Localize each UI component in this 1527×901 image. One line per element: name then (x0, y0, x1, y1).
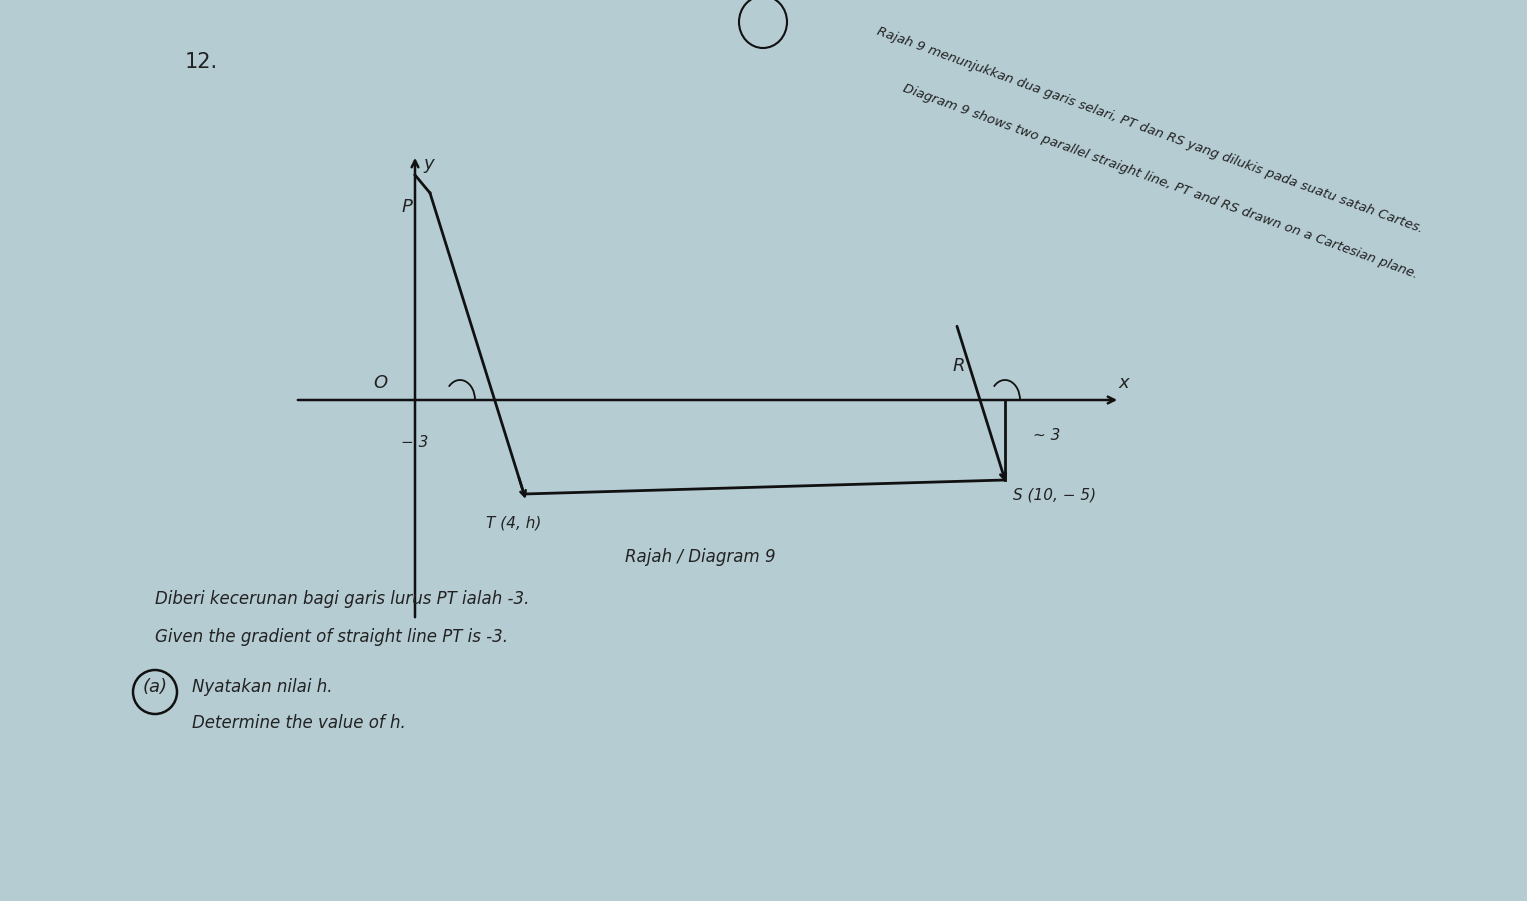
Text: y: y (423, 155, 434, 173)
Text: Diberi kecerunan bagi garis lurus PT ialah -3.: Diberi kecerunan bagi garis lurus PT ial… (156, 590, 530, 608)
Text: R: R (953, 357, 965, 375)
Text: Rajah 9 menunjukkan dua garis selari, PT dan RS yang dilukis pada suatu satah Ca: Rajah 9 menunjukkan dua garis selari, PT… (875, 25, 1425, 236)
Text: Given the gradient of straight line PT is -3.: Given the gradient of straight line PT i… (156, 628, 508, 646)
Text: ∼ 3: ∼ 3 (1032, 428, 1060, 443)
Text: Rajah / Diagram 9: Rajah / Diagram 9 (625, 548, 776, 566)
Text: 12.: 12. (185, 52, 218, 72)
Text: Diagram 9 shows two parallel straight line, PT and RS drawn on a Cartesian plane: Diagram 9 shows two parallel straight li… (901, 82, 1420, 281)
Text: − 3: − 3 (402, 435, 429, 450)
Text: Nyatakan nilai h.: Nyatakan nilai h. (192, 678, 333, 696)
Text: P: P (402, 198, 412, 216)
Text: (a): (a) (142, 678, 168, 696)
Text: O: O (373, 374, 386, 392)
Text: S (10, − 5): S (10, − 5) (1012, 488, 1096, 503)
Text: T (4, h): T (4, h) (486, 516, 542, 531)
Text: x: x (1118, 374, 1128, 392)
Text: Determine the value of h.: Determine the value of h. (192, 714, 406, 732)
